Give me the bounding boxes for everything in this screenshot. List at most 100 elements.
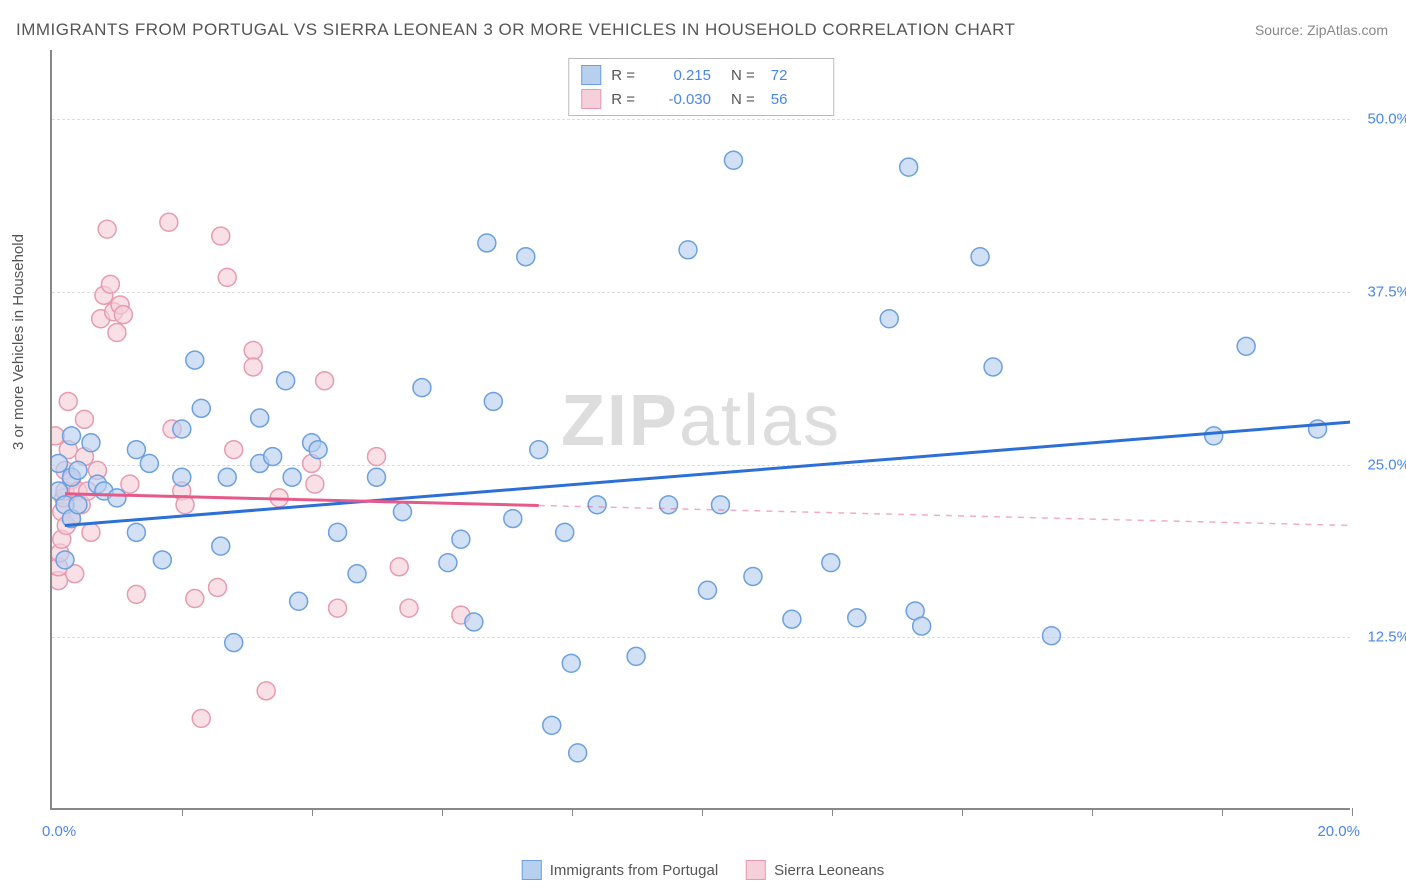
legend-series-label: Sierra Leoneans xyxy=(774,862,884,879)
data-point xyxy=(306,475,324,493)
data-point xyxy=(504,510,522,528)
data-point xyxy=(251,409,269,427)
legend-series-item: Immigrants from Portugal xyxy=(522,860,718,880)
legend-swatch xyxy=(746,860,766,880)
y-axis-label: 3 or more Vehicles in Household xyxy=(10,234,27,450)
data-point xyxy=(679,241,697,259)
data-point xyxy=(543,716,561,734)
legend-series-label: Immigrants from Portugal xyxy=(550,862,718,879)
data-point xyxy=(59,392,77,410)
chart-title: IMMIGRANTS FROM PORTUGAL VS SIERRA LEONE… xyxy=(16,20,1015,40)
data-point xyxy=(108,489,126,507)
legend-correlation-box: R =0.215N =72R =-0.030N =56 xyxy=(568,58,834,116)
data-point xyxy=(75,410,93,428)
x-tick xyxy=(442,808,443,816)
data-point xyxy=(62,427,80,445)
trend-line xyxy=(65,494,539,506)
data-point xyxy=(173,420,191,438)
data-point xyxy=(880,310,898,328)
data-point xyxy=(176,496,194,514)
data-point xyxy=(127,585,145,603)
source-label: Source: xyxy=(1255,22,1303,38)
data-point xyxy=(478,234,496,252)
x-tick xyxy=(312,808,313,816)
data-point xyxy=(393,503,411,521)
data-point xyxy=(984,358,1002,376)
data-point xyxy=(1205,427,1223,445)
data-point xyxy=(1042,627,1060,645)
data-point xyxy=(517,248,535,266)
data-point xyxy=(699,581,717,599)
data-point xyxy=(186,590,204,608)
legend-r-value: -0.030 xyxy=(651,91,711,108)
legend-r-label: R = xyxy=(611,91,635,108)
data-point xyxy=(439,554,457,572)
data-point xyxy=(209,579,227,597)
x-tick xyxy=(832,808,833,816)
x-tick xyxy=(572,808,573,816)
data-point xyxy=(160,213,178,231)
data-point xyxy=(348,565,366,583)
legend-n-value: 56 xyxy=(771,91,821,108)
y-tick-label: 50.0% xyxy=(1367,111,1406,128)
data-point xyxy=(562,654,580,672)
data-point xyxy=(316,372,334,390)
data-point xyxy=(192,399,210,417)
data-point xyxy=(225,634,243,652)
source-value: ZipAtlas.com xyxy=(1307,22,1388,38)
data-point xyxy=(225,441,243,459)
data-point xyxy=(108,324,126,342)
legend-n-label: N = xyxy=(731,67,755,84)
x-tick xyxy=(182,808,183,816)
data-point xyxy=(283,468,301,486)
data-point xyxy=(724,151,742,169)
data-point xyxy=(329,599,347,617)
data-point xyxy=(244,341,262,359)
plot-area: ZIPatlas R =0.215N =72R =-0.030N =56 0.0… xyxy=(50,50,1350,810)
data-point xyxy=(711,496,729,514)
data-point xyxy=(82,434,100,452)
legend-series-item: Sierra Leoneans xyxy=(746,860,884,880)
data-point xyxy=(660,496,678,514)
data-point xyxy=(218,268,236,286)
data-point xyxy=(173,468,191,486)
legend-swatch xyxy=(522,860,542,880)
legend-swatch xyxy=(581,89,601,109)
data-point xyxy=(556,523,574,541)
data-point xyxy=(192,709,210,727)
legend-swatch xyxy=(581,65,601,85)
data-point xyxy=(627,647,645,665)
data-point xyxy=(530,441,548,459)
data-point xyxy=(309,441,327,459)
data-point xyxy=(400,599,418,617)
trend-line-extrapolated xyxy=(539,505,1350,525)
data-point xyxy=(127,523,145,541)
scatter-plot-svg xyxy=(52,50,1350,808)
data-point xyxy=(257,682,275,700)
data-point xyxy=(329,523,347,541)
data-point xyxy=(56,551,74,569)
data-point xyxy=(264,448,282,466)
data-point xyxy=(114,306,132,324)
legend-series: Immigrants from Portugal Sierra Leoneans xyxy=(522,860,884,880)
data-point xyxy=(186,351,204,369)
data-point xyxy=(465,613,483,631)
data-point xyxy=(368,468,386,486)
legend-r-label: R = xyxy=(611,67,635,84)
data-point xyxy=(744,567,762,585)
data-point xyxy=(900,158,918,176)
legend-correlation-row: R =0.215N =72 xyxy=(581,63,821,87)
data-point xyxy=(452,530,470,548)
data-point xyxy=(277,372,295,390)
data-point xyxy=(848,609,866,627)
x-tick xyxy=(1352,808,1353,816)
data-point xyxy=(52,454,67,472)
data-point xyxy=(822,554,840,572)
data-point xyxy=(244,358,262,376)
data-point xyxy=(69,461,87,479)
data-point xyxy=(153,551,171,569)
chart-container: IMMIGRANTS FROM PORTUGAL VS SIERRA LEONE… xyxy=(0,0,1406,892)
legend-correlation-row: R =-0.030N =56 xyxy=(581,87,821,111)
data-point xyxy=(913,617,931,635)
data-point xyxy=(290,592,308,610)
